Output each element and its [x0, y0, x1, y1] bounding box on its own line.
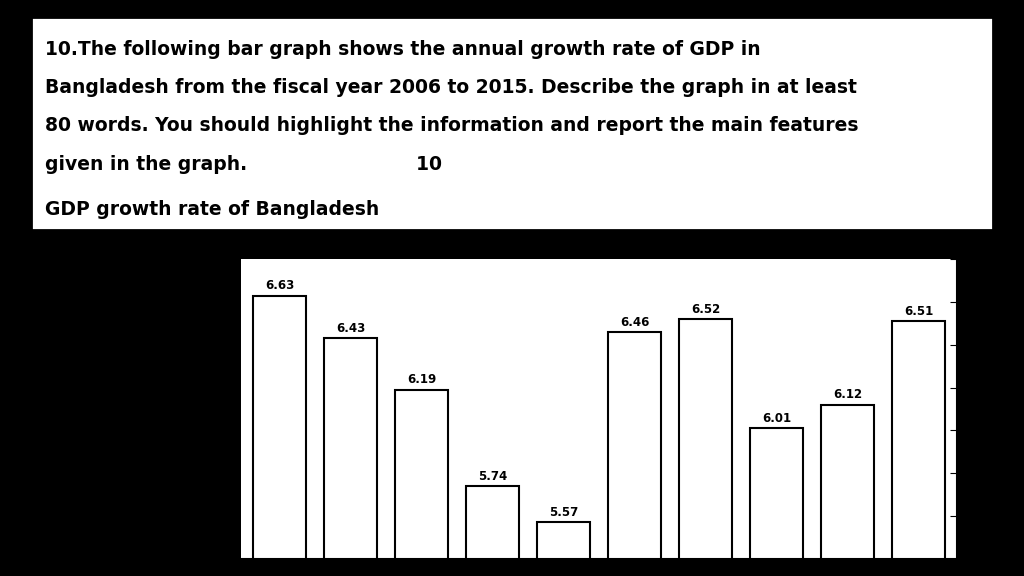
Text: 6.46: 6.46: [620, 316, 649, 329]
Bar: [395, 390, 449, 576]
Bar: [537, 522, 590, 576]
Text: GDP growth rate of Bangladesh: GDP growth rate of Bangladesh: [45, 200, 380, 218]
Text: 6.01: 6.01: [762, 412, 791, 425]
Text: 6.51: 6.51: [904, 305, 933, 318]
Text: given in the graph.                          10: given in the graph. 10: [45, 155, 442, 174]
Text: 6.63: 6.63: [265, 279, 294, 293]
Bar: [892, 321, 945, 576]
Text: 10.The following bar graph shows the annual growth rate of GDP in: 10.The following bar graph shows the ann…: [45, 40, 761, 59]
Bar: [324, 338, 377, 576]
Text: 6.52: 6.52: [691, 303, 720, 316]
Bar: [253, 295, 306, 576]
Text: 6.43: 6.43: [336, 322, 366, 335]
Bar: [608, 332, 662, 576]
Text: Bangladesh from the fiscal year 2006 to 2015. Describe the graph in at least: Bangladesh from the fiscal year 2006 to …: [45, 78, 857, 97]
Bar: [750, 428, 803, 576]
Bar: [821, 405, 874, 576]
Text: 6.12: 6.12: [833, 388, 862, 401]
Text: 5.57: 5.57: [549, 506, 579, 519]
Bar: [679, 319, 732, 576]
Bar: [466, 486, 519, 576]
Text: 80 words. You should highlight the information and report the main features: 80 words. You should highlight the infor…: [45, 116, 859, 135]
Text: 5.74: 5.74: [478, 470, 507, 483]
Text: 6.19: 6.19: [407, 373, 436, 386]
